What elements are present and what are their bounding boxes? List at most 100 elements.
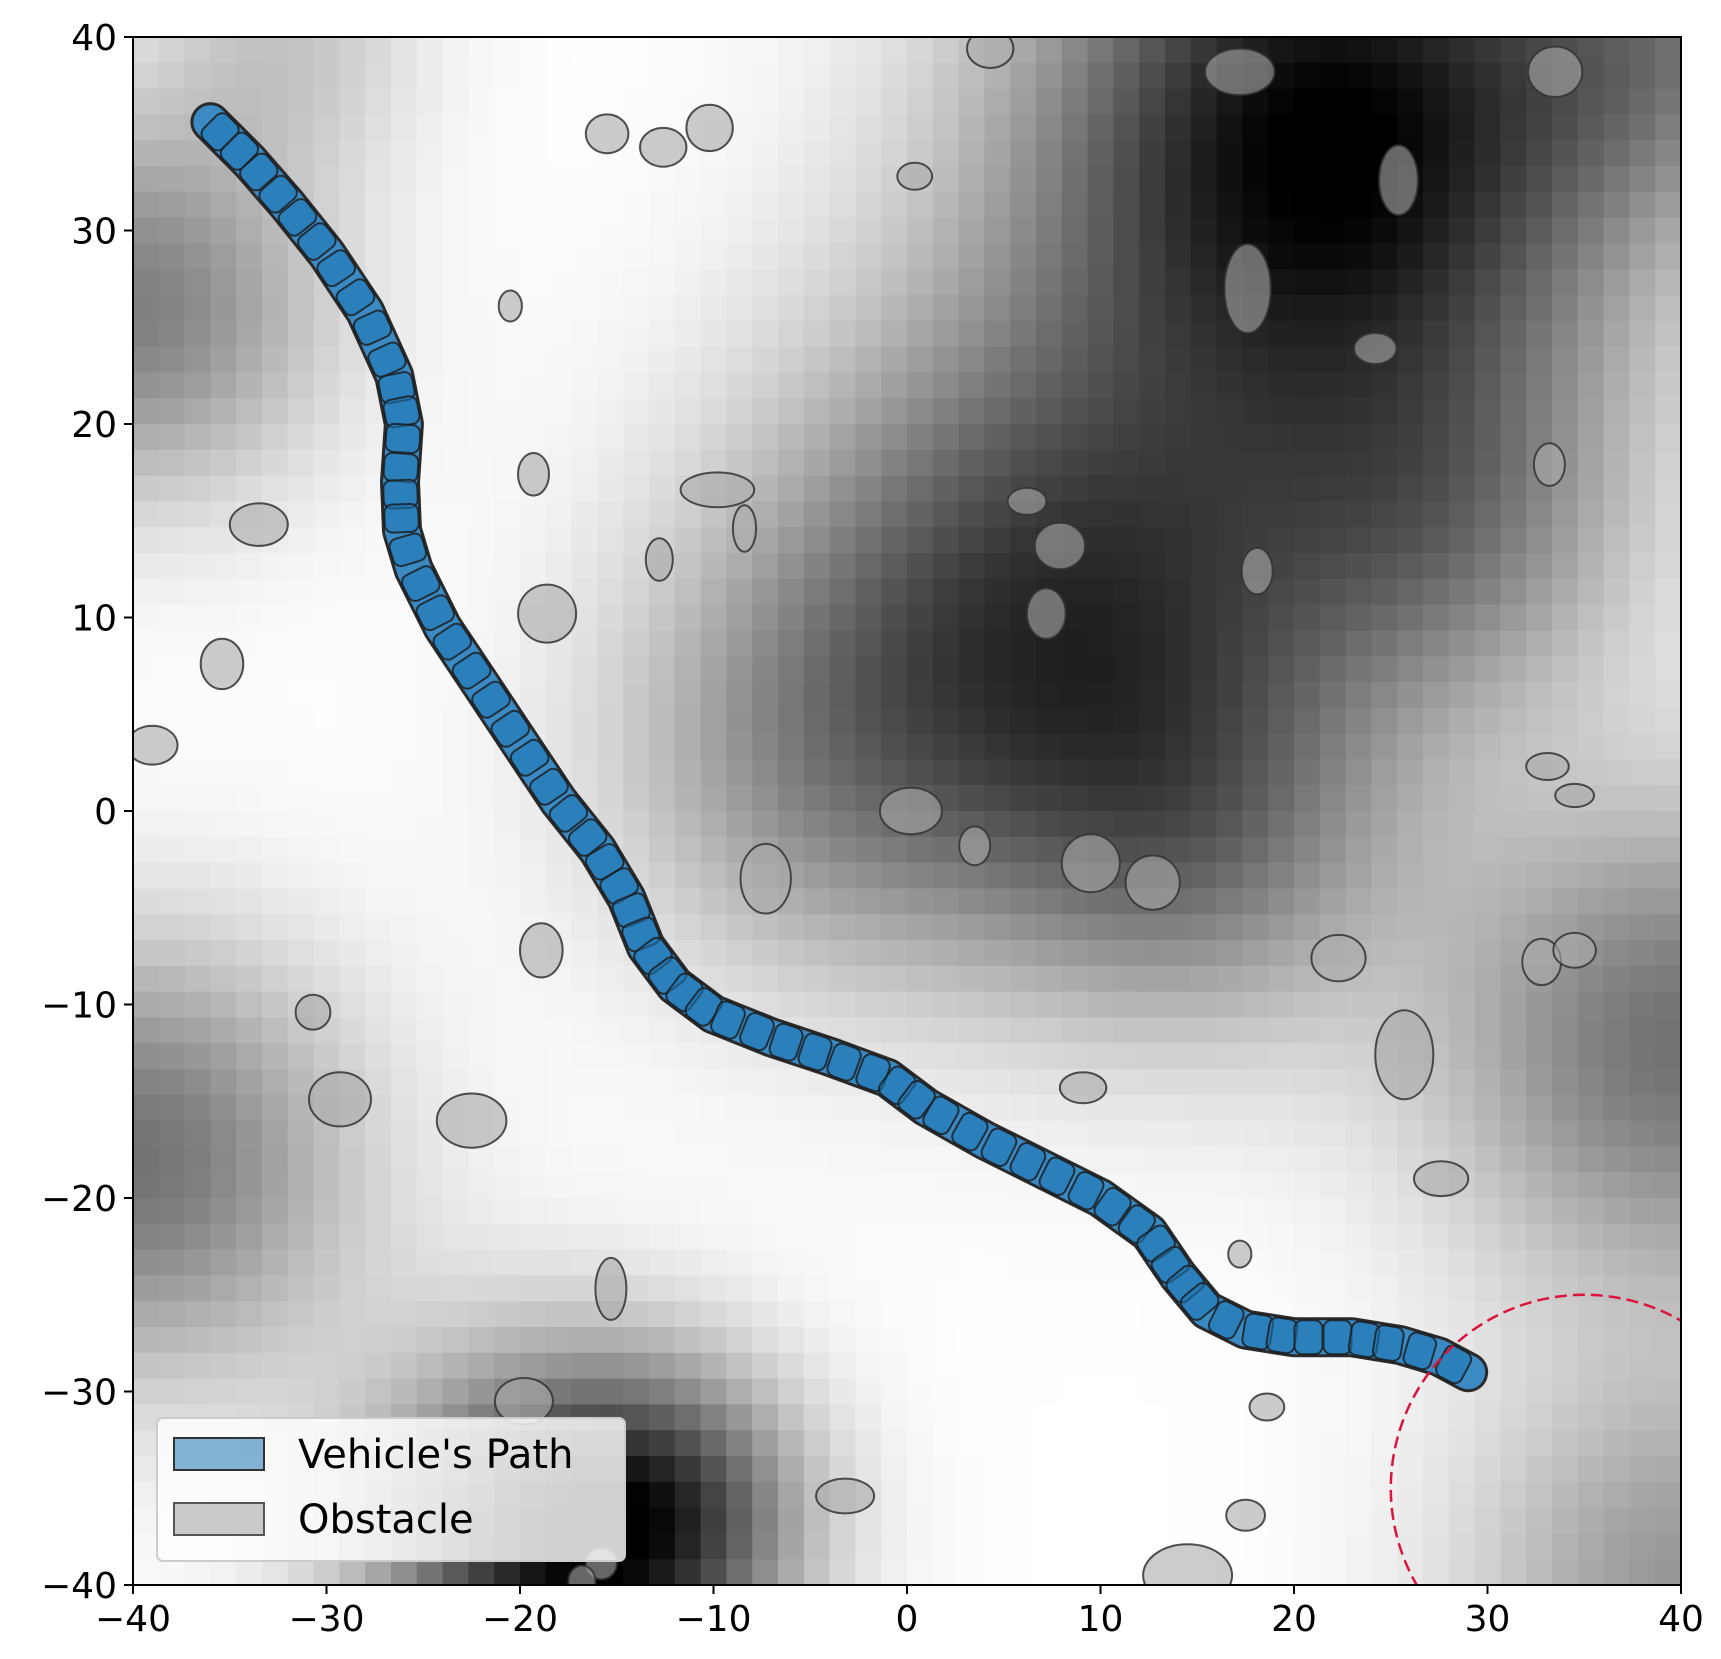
field-cell — [1500, 1404, 1527, 1431]
field-cell — [649, 656, 676, 683]
field-cell — [1139, 1456, 1166, 1483]
field-cell — [468, 1327, 495, 1354]
field-cell — [1397, 862, 1424, 890]
field-cell — [1577, 1404, 1605, 1431]
field-cell — [1371, 1094, 1398, 1122]
field-cell — [1629, 991, 1656, 1019]
field-cell — [932, 914, 960, 941]
field-cell — [1448, 553, 1476, 580]
path-footprint — [1322, 1319, 1353, 1356]
field-cell — [1061, 1017, 1089, 1044]
field-cell — [236, 269, 263, 296]
field-cell — [1474, 243, 1502, 270]
field-cell — [442, 553, 470, 580]
field-cell — [674, 346, 702, 374]
field-cell — [1655, 1146, 1681, 1173]
field-cell — [133, 836, 160, 864]
field-cell — [907, 243, 934, 270]
field-cell — [855, 707, 882, 735]
field-cell — [984, 1275, 1011, 1302]
field-cell — [1216, 914, 1244, 941]
field-cell — [1448, 733, 1476, 761]
field-cell — [623, 811, 650, 838]
field-cell — [674, 1456, 702, 1483]
field-cell — [1319, 604, 1347, 632]
field-cell — [829, 1275, 857, 1302]
field-cell — [1268, 501, 1295, 528]
field-cell — [1629, 475, 1656, 503]
field-cell — [1371, 398, 1398, 425]
field-cell — [1294, 398, 1321, 425]
field-cell — [958, 295, 986, 322]
field-cell — [1500, 217, 1527, 245]
field-cell — [984, 1069, 1011, 1096]
field-cell — [313, 1146, 341, 1173]
field-cell — [1397, 398, 1424, 425]
field-cell — [1087, 1378, 1115, 1406]
field-cell — [1577, 836, 1605, 864]
field-cell — [313, 1223, 341, 1251]
field-cell — [262, 733, 289, 761]
field-cell — [1190, 114, 1218, 141]
field-cell — [416, 1172, 444, 1199]
field-cell — [287, 733, 315, 761]
field-cell — [1526, 527, 1553, 554]
field-cell — [1423, 965, 1450, 993]
field-cell — [545, 1146, 573, 1173]
field-cell — [752, 811, 779, 838]
field-cell — [133, 1198, 160, 1225]
field-cell — [1294, 836, 1321, 864]
x-axis: −40 −30 −20 −10 0 10 20 30 40 — [95, 1585, 1704, 1640]
field-cell — [803, 320, 831, 348]
field-cell — [184, 1223, 212, 1251]
field-cell — [468, 449, 495, 477]
field-cell — [133, 991, 160, 1019]
field-cell — [365, 243, 392, 270]
field-cell — [210, 1301, 237, 1328]
field-cell — [1500, 449, 1527, 477]
field-cell — [649, 424, 676, 451]
field-cell — [1216, 1404, 1244, 1431]
field-cell — [210, 553, 237, 580]
field-cell — [416, 1146, 444, 1173]
field-cell — [1500, 1043, 1527, 1070]
field-cell — [597, 243, 624, 270]
field-cell — [1036, 940, 1063, 967]
field-cell — [1061, 475, 1089, 503]
field-cell — [468, 243, 495, 270]
field-cell — [339, 940, 366, 967]
field-cell — [855, 475, 882, 503]
field-cell — [1552, 217, 1579, 245]
field-cell — [674, 578, 702, 606]
field-cell — [958, 1378, 986, 1406]
field-cell — [958, 604, 986, 632]
field-cell — [158, 1249, 186, 1277]
field-cell — [1655, 1120, 1681, 1148]
field-cell — [545, 140, 573, 167]
field-cell — [623, 398, 650, 425]
obstacle — [1204, 47, 1276, 97]
field-cell — [416, 1223, 444, 1251]
field-cell — [184, 733, 212, 761]
field-cell — [545, 320, 573, 348]
field-cell — [1629, 88, 1656, 116]
field-cell — [674, 914, 702, 941]
field-cell — [1526, 217, 1553, 245]
field-cell — [958, 191, 986, 219]
field-cell — [1345, 656, 1373, 683]
field-cell — [1268, 888, 1295, 915]
field-cell — [494, 217, 521, 245]
field-cell — [1629, 269, 1656, 296]
field-cell — [262, 914, 289, 941]
field-cell — [958, 965, 986, 993]
field-cell — [520, 888, 547, 915]
field-cell — [494, 243, 521, 270]
field-cell — [623, 217, 650, 245]
field-cell — [881, 372, 908, 399]
field-cell — [1113, 1481, 1140, 1509]
field-cell — [726, 578, 753, 606]
field-cell — [1474, 1456, 1502, 1483]
field-cell — [391, 243, 418, 270]
field-cell — [726, 630, 753, 657]
field-cell — [442, 707, 470, 735]
